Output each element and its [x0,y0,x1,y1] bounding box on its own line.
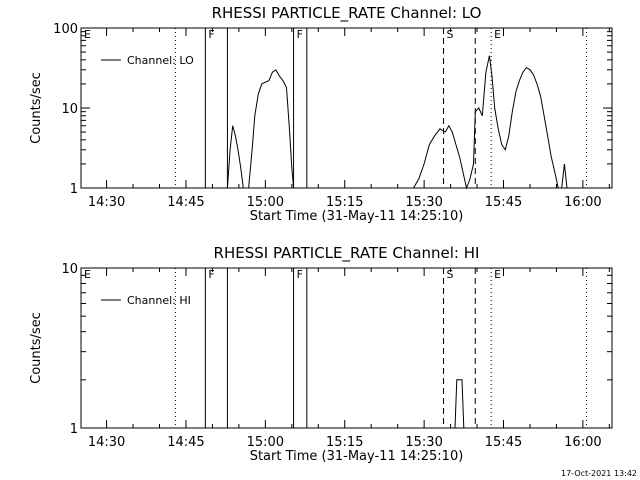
x-tick-label: 15:15 [326,435,363,450]
x-tick-label: 15:45 [485,435,522,450]
y-tick-label: 10 [61,262,78,277]
x-tick-label: 14:45 [167,195,204,210]
y-axis-label: Counts/sec [29,312,44,384]
x-tick-label: 15:30 [405,195,442,210]
x-tick-label: 15:00 [247,195,284,210]
x-tick-label: 16:00 [564,195,601,210]
event-marker-label: F [297,28,303,41]
legend-entry: Channel: HI [127,294,191,307]
series-line [413,55,568,190]
event-marker-label: F [208,268,214,281]
event-marker-label: S [447,28,454,41]
event-marker-label: E [84,28,91,41]
y-tick-label: 100 [53,22,78,37]
x-tick-label: 14:45 [167,435,204,450]
legend-entry: Channel: LO [127,54,194,67]
x-tick-label: 15:30 [405,435,442,450]
x-tick-label: 14:30 [88,435,125,450]
series-line [226,69,295,189]
x-axis-label: Start Time (31-May-11 14:25:10) [250,449,464,464]
footer-timestamp: 17-Oct-2021 13:42 [561,469,637,478]
event-marker-label: S [447,268,454,281]
y-axis-label: Counts/sec [29,72,44,144]
x-tick-label: 15:45 [485,195,522,210]
y-tick-label: 1 [70,182,78,197]
x-tick-label: 15:00 [247,435,284,450]
x-tick-label: 15:15 [326,195,363,210]
event-marker-label: E [84,268,91,281]
event-marker-label: F [208,28,214,41]
plot-frame [80,267,613,429]
chart-hi-channel: RHESSI PARTICLE_RATE Channel: HI 14:30 14:… [29,244,613,464]
y-tick-label: 10 [61,102,78,117]
event-marker-label: E [494,28,501,41]
event-marker-label: F [297,268,303,281]
x-tick-label: 14:30 [88,195,125,210]
x-axis-label: Start Time (31-May-11 14:25:10) [250,209,464,224]
x-tick-label: 16:00 [564,435,601,450]
series-line [454,379,465,429]
y-tick-label: 1 [70,422,78,437]
chart-lo-channel: RHESSI PARTICLE_RATE Channel: LO 14:30 14:… [29,4,613,224]
event-marker-label: E [494,268,501,281]
chart-title: RHESSI PARTICLE_RATE Channel: LO [212,4,482,23]
chart-title: RHESSI PARTICLE_RATE Channel: HI [214,244,480,263]
